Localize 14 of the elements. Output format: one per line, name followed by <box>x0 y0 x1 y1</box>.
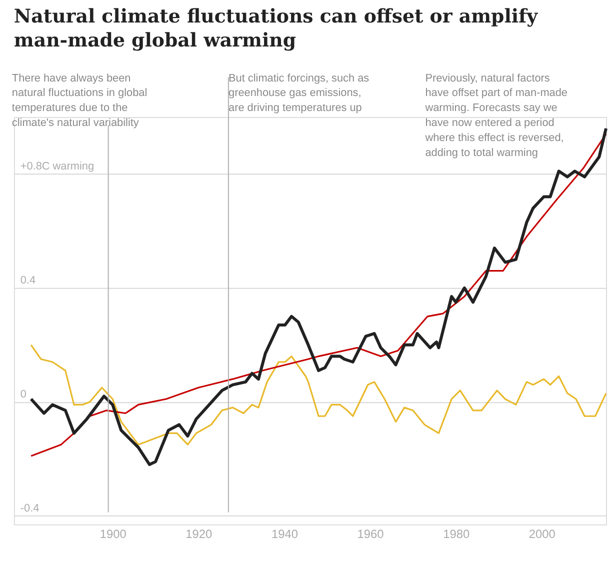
annotation: Previously, natural factors have offset part of man-made warming. Forecasts say we have now entered a period where this effect is reversed, adding to total warming <box>424 72 568 159</box>
annotation: There have always been natural fluctuations in global temperatures due to the climate's natural variability <box>12 72 148 129</box>
x-tick-label: 1940 <box>271 526 298 541</box>
x-tick-label: 2000 <box>528 526 556 541</box>
y-tick-label: +0.8C warming <box>20 160 94 173</box>
y-tick-label: 0.4 <box>20 274 36 286</box>
y-tick-label: 0 <box>20 388 26 400</box>
y-tick-label: -0.4 <box>20 502 40 514</box>
x-tick-label: 1980 <box>443 526 470 541</box>
x-tick-label: 1900 <box>100 526 127 541</box>
chart-title: Natural climate fluctuations can offset or amplify man-made global warming <box>14 6 539 52</box>
text: But climatic forcings, such as greenhouse gas emissions, are driving temperatures up <box>228 72 370 114</box>
x-tick-label: 1920 <box>186 526 213 541</box>
x-tick-label: 1960 <box>357 526 384 541</box>
